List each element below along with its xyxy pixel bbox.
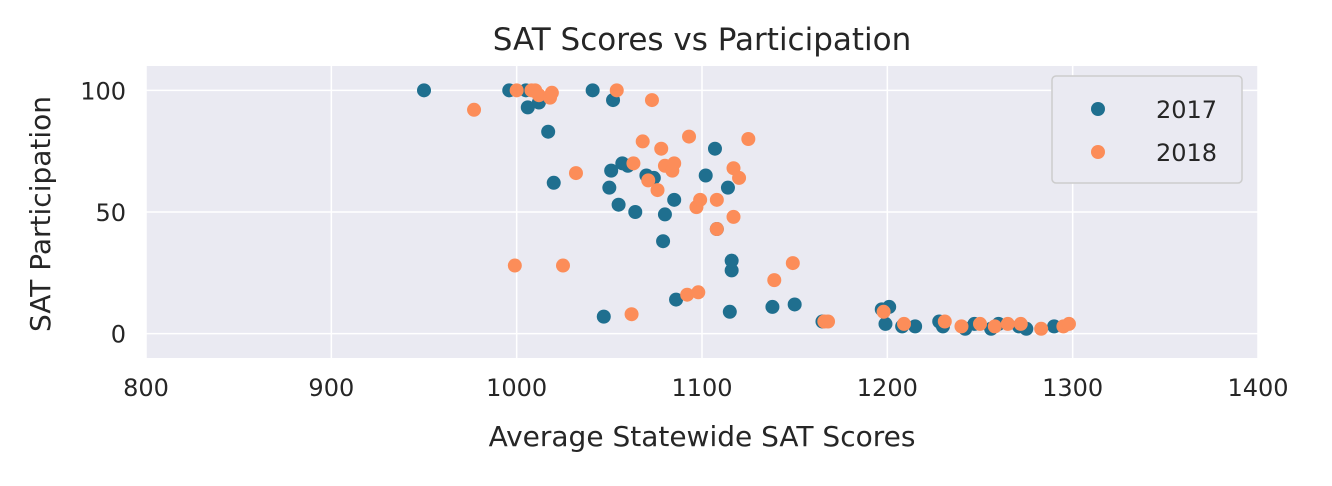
data-point-2018 (726, 209, 741, 224)
data-point-2017 (596, 309, 611, 324)
x-tick-label: 900 (308, 374, 354, 402)
data-point-2017 (541, 124, 556, 139)
legend-marker-2017 (1091, 102, 1105, 116)
data-point-2017 (669, 292, 684, 307)
data-point-2018 (732, 170, 747, 185)
data-point-2018 (641, 173, 656, 188)
data-point-2018 (1061, 316, 1076, 331)
data-point-2018 (644, 93, 659, 108)
data-point-2018 (568, 166, 583, 181)
data-point-2018 (531, 88, 546, 103)
x-tick-label: 800 (123, 374, 169, 402)
x-tick-label: 1300 (1042, 374, 1103, 402)
data-point-2018 (654, 141, 669, 156)
data-point-2018 (954, 319, 969, 334)
data-point-2017 (417, 83, 431, 98)
data-point-2017 (602, 180, 617, 195)
data-point-2017 (657, 207, 672, 222)
legend: 2017 2018 (1051, 75, 1243, 184)
data-point-2018 (682, 129, 697, 144)
data-point-2018 (709, 222, 724, 237)
y-tick-label: 100 (80, 77, 126, 105)
data-point-2017 (604, 163, 619, 178)
x-tick-label: 1100 (671, 374, 732, 402)
y-tick-label: 50 (95, 199, 126, 227)
data-point-2018 (556, 258, 570, 273)
data-point-2017 (720, 180, 735, 195)
chart-title: SAT Scores vs Participation (493, 22, 912, 58)
data-point-2018 (987, 319, 1002, 334)
data-point-2017 (611, 197, 626, 212)
data-point-2017 (656, 234, 671, 249)
data-point-2017 (585, 83, 600, 98)
data-point-2018 (973, 316, 987, 331)
data-point-2018 (507, 258, 522, 273)
x-axis-label: Average Statewide SAT Scores (489, 420, 916, 453)
data-point-2018 (709, 192, 724, 207)
data-point-2017 (765, 299, 780, 314)
data-point-2017 (724, 253, 739, 268)
data-point-2018 (1000, 316, 1015, 331)
data-point-2018 (626, 156, 641, 171)
x-tick-label: 1200 (857, 374, 918, 402)
y-axis-label: SAT Participation (24, 96, 57, 332)
data-point-2018 (544, 85, 559, 100)
data-point-2018 (821, 314, 836, 329)
data-point-2018 (467, 102, 482, 117)
data-point-2017 (628, 205, 643, 219)
data-point-2018 (937, 314, 952, 329)
data-points (417, 83, 1076, 336)
x-tick-label: 1400 (1227, 374, 1288, 402)
data-point-2017 (722, 304, 737, 319)
data-point-2018 (785, 256, 800, 271)
data-point-2018 (1034, 321, 1049, 336)
x-tick-labels: 800 900 1000 1100 1200 1300 1400 (123, 374, 1288, 402)
data-point-2018 (609, 83, 624, 98)
data-point-2017 (908, 319, 923, 334)
data-point-2017 (520, 100, 535, 115)
data-point-2018 (693, 192, 708, 207)
data-point-2018 (509, 83, 524, 98)
data-point-2017 (546, 175, 561, 190)
data-point-2018 (1013, 316, 1028, 331)
data-point-2017 (707, 141, 722, 156)
data-point-2017 (878, 316, 893, 331)
data-point-2017 (698, 168, 713, 183)
data-point-2017 (724, 263, 739, 278)
data-point-2018 (667, 156, 682, 171)
data-point-2018 (876, 304, 891, 319)
data-point-2018 (635, 134, 650, 149)
data-point-2018 (767, 273, 782, 288)
data-point-2018 (650, 183, 665, 198)
data-point-2017 (667, 192, 682, 207)
data-point-2018 (624, 307, 639, 322)
data-point-2017 (787, 297, 802, 312)
y-tick-labels: 0 50 100 (80, 77, 126, 348)
data-point-2018 (741, 132, 756, 146)
legend-label-2017: 2017 (1156, 96, 1217, 124)
legend-label-2018: 2018 (1156, 139, 1217, 167)
x-tick-label: 1000 (486, 374, 547, 402)
data-point-2018 (897, 316, 912, 331)
data-point-2018 (680, 287, 695, 302)
data-point-2018 (691, 285, 706, 300)
y-tick-label: 0 (111, 321, 126, 349)
legend-marker-2018 (1091, 145, 1105, 159)
